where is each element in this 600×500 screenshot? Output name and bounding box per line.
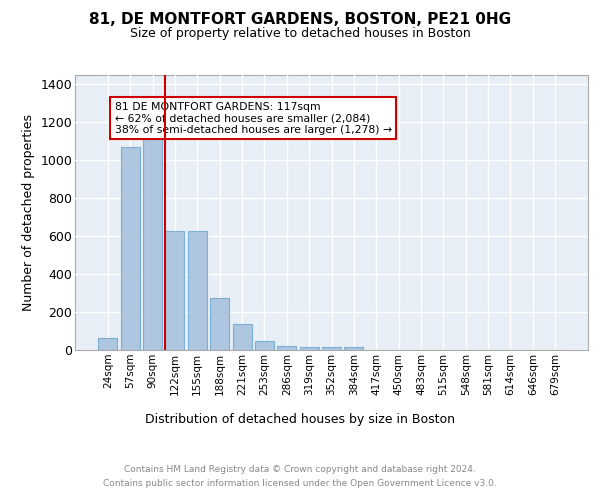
- Text: 81 DE MONTFORT GARDENS: 117sqm
← 62% of detached houses are smaller (2,084)
38% : 81 DE MONTFORT GARDENS: 117sqm ← 62% of …: [115, 102, 392, 135]
- Bar: [344, 347, 364, 350]
- Bar: [255, 342, 274, 350]
- Y-axis label: Number of detached properties: Number of detached properties: [22, 114, 35, 311]
- Bar: [143, 131, 162, 350]
- Bar: [299, 346, 319, 350]
- Bar: [233, 324, 251, 350]
- Bar: [166, 230, 184, 350]
- Bar: [188, 230, 207, 350]
- Bar: [121, 147, 140, 350]
- Text: Distribution of detached houses by size in Boston: Distribution of detached houses by size …: [145, 412, 455, 426]
- Bar: [210, 298, 229, 350]
- Bar: [322, 346, 341, 350]
- Bar: [98, 338, 118, 350]
- Bar: [277, 346, 296, 350]
- Text: Contains HM Land Registry data © Crown copyright and database right 2024.
Contai: Contains HM Land Registry data © Crown c…: [103, 466, 497, 487]
- Text: 81, DE MONTFORT GARDENS, BOSTON, PE21 0HG: 81, DE MONTFORT GARDENS, BOSTON, PE21 0H…: [89, 12, 511, 28]
- Text: Size of property relative to detached houses in Boston: Size of property relative to detached ho…: [130, 28, 470, 40]
